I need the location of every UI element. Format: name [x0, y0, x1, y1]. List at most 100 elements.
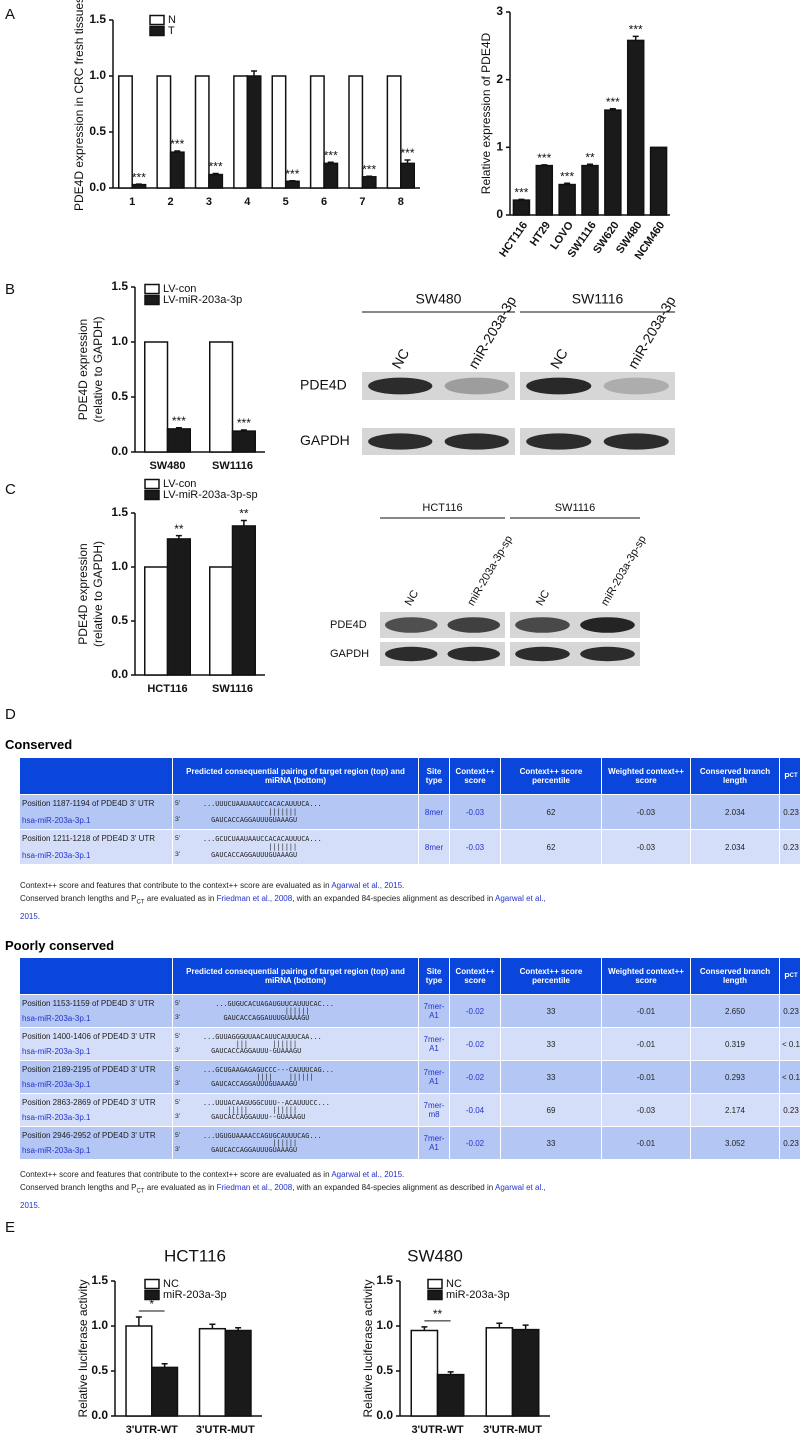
- prime-label: 3': [175, 851, 181, 858]
- pairing-lines: ||| ||||||: [203, 1040, 298, 1048]
- bar: [485, 1327, 514, 1417]
- mirna-sequence: GAUCACCAGGAUUUGUAAAGU: [203, 1080, 298, 1088]
- header-cell: Site type: [419, 958, 449, 994]
- bar: [436, 1373, 465, 1417]
- footnotes: Context++ score and features that contri…: [20, 879, 565, 923]
- weighted-score: -0.03: [602, 830, 690, 864]
- error-bar: [366, 175, 373, 177]
- pairing-lines: ||||| ||||||: [203, 1106, 298, 1114]
- reference-link[interactable]: Agarwal et al., 2015: [20, 1183, 546, 1210]
- position-cell: Position 1400-1406 of PDE4D 3' UTR hsa-mi…: [20, 1028, 172, 1060]
- header-text: P: [784, 771, 790, 781]
- reference-link[interactable]: Friedman et al., 2008: [216, 1183, 293, 1192]
- context-score: -0.02: [450, 995, 500, 1027]
- significance-label: ***: [514, 186, 528, 200]
- footnote-subscript: CT: [136, 899, 145, 906]
- legend-swatch: [427, 1289, 443, 1301]
- position-text: Position 2946-2952 of PDE4D 3' UTR: [22, 1131, 156, 1140]
- pct-value: 0.23: [780, 830, 800, 864]
- bar: [361, 176, 377, 189]
- bar: [194, 75, 210, 189]
- bar: [156, 75, 172, 189]
- bar: [233, 75, 249, 189]
- blot-band: [368, 377, 433, 395]
- y-tick-label: 1.0: [376, 1318, 393, 1332]
- branch-length: 0.293: [691, 1061, 779, 1093]
- y-tick-label: 0.0: [111, 444, 128, 458]
- header-cell: Context++ score: [450, 958, 500, 994]
- blot-lane-label: NC: [534, 588, 552, 608]
- context-score: -0.03: [450, 830, 500, 864]
- header-cell: Conserved branch length: [691, 958, 779, 994]
- y-tick-label: 0.5: [89, 124, 106, 138]
- header-cell: Site type: [419, 758, 449, 794]
- pct-value: 0.23: [780, 995, 800, 1027]
- bar: [169, 151, 185, 189]
- significance-label: ***: [537, 151, 551, 165]
- branch-length: 2.034: [691, 830, 779, 864]
- reference-link[interactable]: Agarwal et al., 2015: [331, 1170, 403, 1179]
- x-tick-label: 2: [168, 196, 174, 208]
- significance-label: ***: [170, 137, 184, 151]
- y-tick-label: 1.5: [111, 279, 128, 293]
- y-tick-label: 0.0: [89, 180, 106, 194]
- y-tick-label: 1.0: [91, 1318, 108, 1332]
- significance-label: ***: [324, 148, 338, 162]
- bar: [231, 430, 256, 453]
- bar: [125, 1325, 153, 1417]
- error-bar: [135, 1316, 142, 1326]
- error-bar: [609, 108, 616, 111]
- bar: [144, 341, 169, 453]
- legend-label: LV-con: [163, 283, 196, 295]
- pairing-cell: 5' ...GCUCUAAUAAUCCACACAUUUCA... ||||||| 3…: [173, 830, 418, 864]
- pct-value: 0.23: [780, 1127, 800, 1159]
- bar: [512, 199, 531, 216]
- x-tick-label: 4: [244, 196, 251, 208]
- weighted-score: -0.01: [602, 1127, 690, 1159]
- mirna-link: hsa-miR-203a-3p.1: [22, 1047, 91, 1056]
- legend-label: NC: [446, 1278, 462, 1290]
- reference-link[interactable]: Friedman et al., 2008: [216, 894, 293, 903]
- significance-label: **: [433, 1307, 443, 1321]
- header-cell: Context++ score percentile: [501, 758, 601, 794]
- reference-link[interactable]: Agarwal et al., 2015: [331, 881, 403, 890]
- y-tick-label: 0.5: [91, 1363, 108, 1377]
- site-type: 8mer: [419, 795, 449, 829]
- significance-label: **: [239, 507, 249, 521]
- position-text: Position 1187-1194 of PDE4D 3' UTR: [22, 799, 155, 808]
- y-tick-label: 1: [496, 140, 503, 154]
- significance-label: *: [149, 1297, 154, 1311]
- blot-band: [526, 433, 592, 450]
- significance-label: ***: [362, 162, 376, 176]
- footnote: Conserved branch lengths and PCT are eva…: [20, 892, 565, 923]
- weighted-score: -0.01: [602, 995, 690, 1027]
- error-bar: [327, 161, 334, 164]
- header-cell: Context++ score percentile: [501, 958, 601, 994]
- position-text: Position 1211-1218 of PDE4D 3' UTR: [22, 834, 156, 843]
- significance-label: **: [174, 522, 184, 536]
- error-bar: [564, 182, 571, 185]
- error-bar: [518, 198, 525, 201]
- chart-title: SW480: [407, 1246, 463, 1265]
- y-tick-label: 1.5: [376, 1273, 393, 1287]
- error-bar: [240, 519, 247, 526]
- x-tick-label: SW480: [149, 460, 185, 472]
- error-bar: [161, 1363, 168, 1368]
- context-score: -0.02: [450, 1061, 500, 1093]
- panel-label: A: [5, 6, 15, 23]
- mirna-link: hsa-miR-203a-3p.1: [22, 1146, 91, 1155]
- blot-lane-label: NC: [547, 346, 571, 372]
- footnotes: Context++ score and features that contri…: [20, 1168, 565, 1212]
- panel-label: D: [5, 706, 16, 723]
- legend-swatch: [149, 25, 165, 37]
- x-tick-label: 3'UTR-WT: [411, 1424, 463, 1436]
- reference-link[interactable]: Agarwal et al., 2015: [20, 894, 546, 921]
- site-type: 7mer-A1: [419, 1028, 449, 1060]
- branch-length: 2.034: [691, 795, 779, 829]
- weighted-score: -0.01: [602, 1061, 690, 1093]
- blot-band: [580, 617, 635, 633]
- prime-label: 5': [175, 1066, 181, 1073]
- header-cell: [20, 958, 172, 994]
- bar: [166, 538, 191, 676]
